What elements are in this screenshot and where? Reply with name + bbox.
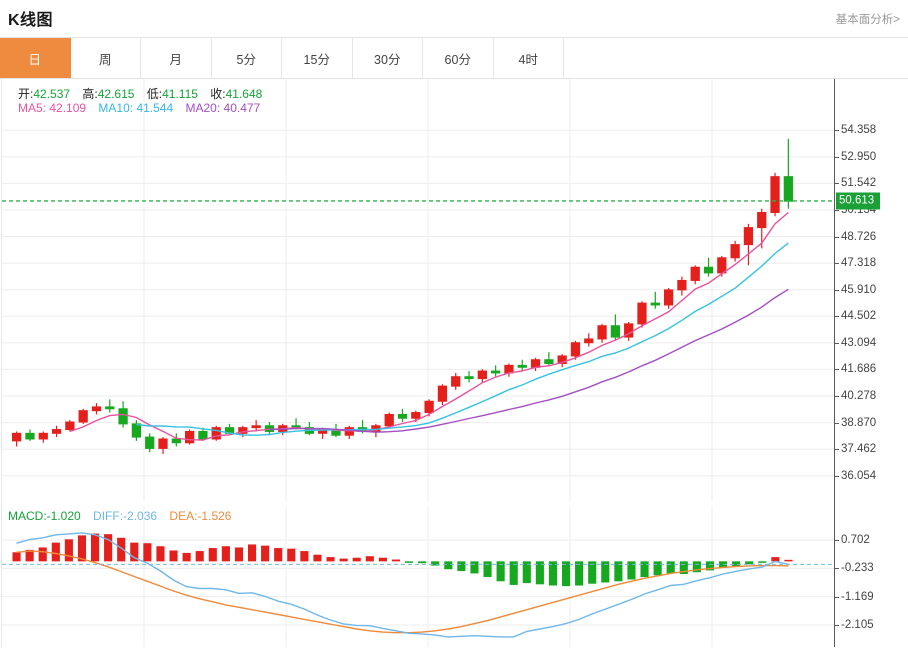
axis-tickmark	[835, 316, 839, 318]
page-title: K线图	[8, 12, 54, 29]
macd-axis-tick: -1.169	[841, 590, 874, 603]
tab-60min[interactable]: 60分	[423, 38, 494, 78]
axis-tickmark	[835, 624, 839, 626]
price-axis-tick: 37.462	[841, 443, 877, 456]
axis-tickmark	[835, 183, 839, 185]
price-axis-tick: 38.870	[841, 416, 877, 429]
price-y-axis: 54.358 52.950 51.542 50.134 48.726 47.318 45.9…	[834, 79, 908, 506]
price-axis-tick: 52.950	[841, 150, 877, 163]
tab-15min[interactable]: 15分	[282, 38, 353, 78]
price-plot[interactable]	[1, 79, 834, 506]
tab-week[interactable]: 周	[71, 38, 141, 78]
page-header: K线图 基本面分析>	[0, 0, 908, 38]
fundamental-analysis-link[interactable]: 基本面分析>	[835, 14, 900, 26]
axis-tickmark	[835, 540, 839, 542]
tab-day[interactable]: 日	[0, 38, 71, 78]
axis-tickmark	[835, 596, 839, 598]
macd-plot[interactable]	[1, 506, 834, 647]
macd-panel[interactable]: 0.702 -0.233 -1.169 -2.105 MACD:-1.020 DIFF…	[0, 506, 908, 647]
axis-tickmark	[835, 475, 839, 477]
price-axis-tick: 41.686	[841, 363, 877, 376]
axis-tickmark	[835, 130, 839, 132]
axis-tickmark	[835, 263, 839, 265]
axis-tickmark	[835, 568, 839, 570]
tab-month[interactable]: 月	[141, 38, 212, 78]
macd-axis-tick: -2.105	[841, 618, 874, 631]
axis-tickmark	[835, 449, 839, 451]
macd-axis-tick: 0.702	[841, 534, 870, 547]
axis-tickmark	[835, 342, 839, 344]
axis-tickmark	[835, 395, 839, 397]
axis-tickmark	[835, 422, 839, 424]
price-axis-tick: 40.278	[841, 389, 877, 402]
axis-tickmark	[835, 289, 839, 291]
price-axis-tick: 51.542	[841, 177, 877, 190]
price-axis-tick: 45.910	[841, 283, 877, 296]
price-panel[interactable]: 54.358 52.950 51.542 50.134 48.726 47.318 45.9…	[0, 79, 908, 506]
current-price-tag: 50.613	[836, 192, 881, 210]
price-axis-tick: 43.094	[841, 336, 877, 349]
price-axis-tick: 48.726	[841, 230, 877, 243]
axis-tickmark	[835, 369, 839, 371]
macd-axis-tick: -0.233	[841, 562, 874, 575]
axis-tickmark	[835, 236, 839, 238]
tabbar-filler	[564, 38, 908, 78]
axis-tickmark	[835, 156, 839, 158]
macd-y-axis: 0.702 -0.233 -1.169 -2.105	[834, 506, 908, 647]
price-axis-tick: 36.054	[841, 469, 877, 482]
tab-5min[interactable]: 5分	[212, 38, 282, 78]
price-axis-tick: 47.318	[841, 257, 877, 270]
chart-area: 54.358 52.950 51.542 50.134 48.726 47.318 45.9…	[0, 79, 908, 647]
tab-30min[interactable]: 30分	[353, 38, 423, 78]
period-tabbar: 日 周 月 5分 15分 30分 60分 4时	[0, 38, 908, 79]
axis-tickmark	[835, 209, 839, 211]
price-axis-tick: 54.358	[841, 124, 877, 137]
tab-4hour[interactable]: 4时	[494, 38, 564, 78]
price-axis-tick: 44.502	[841, 310, 877, 323]
